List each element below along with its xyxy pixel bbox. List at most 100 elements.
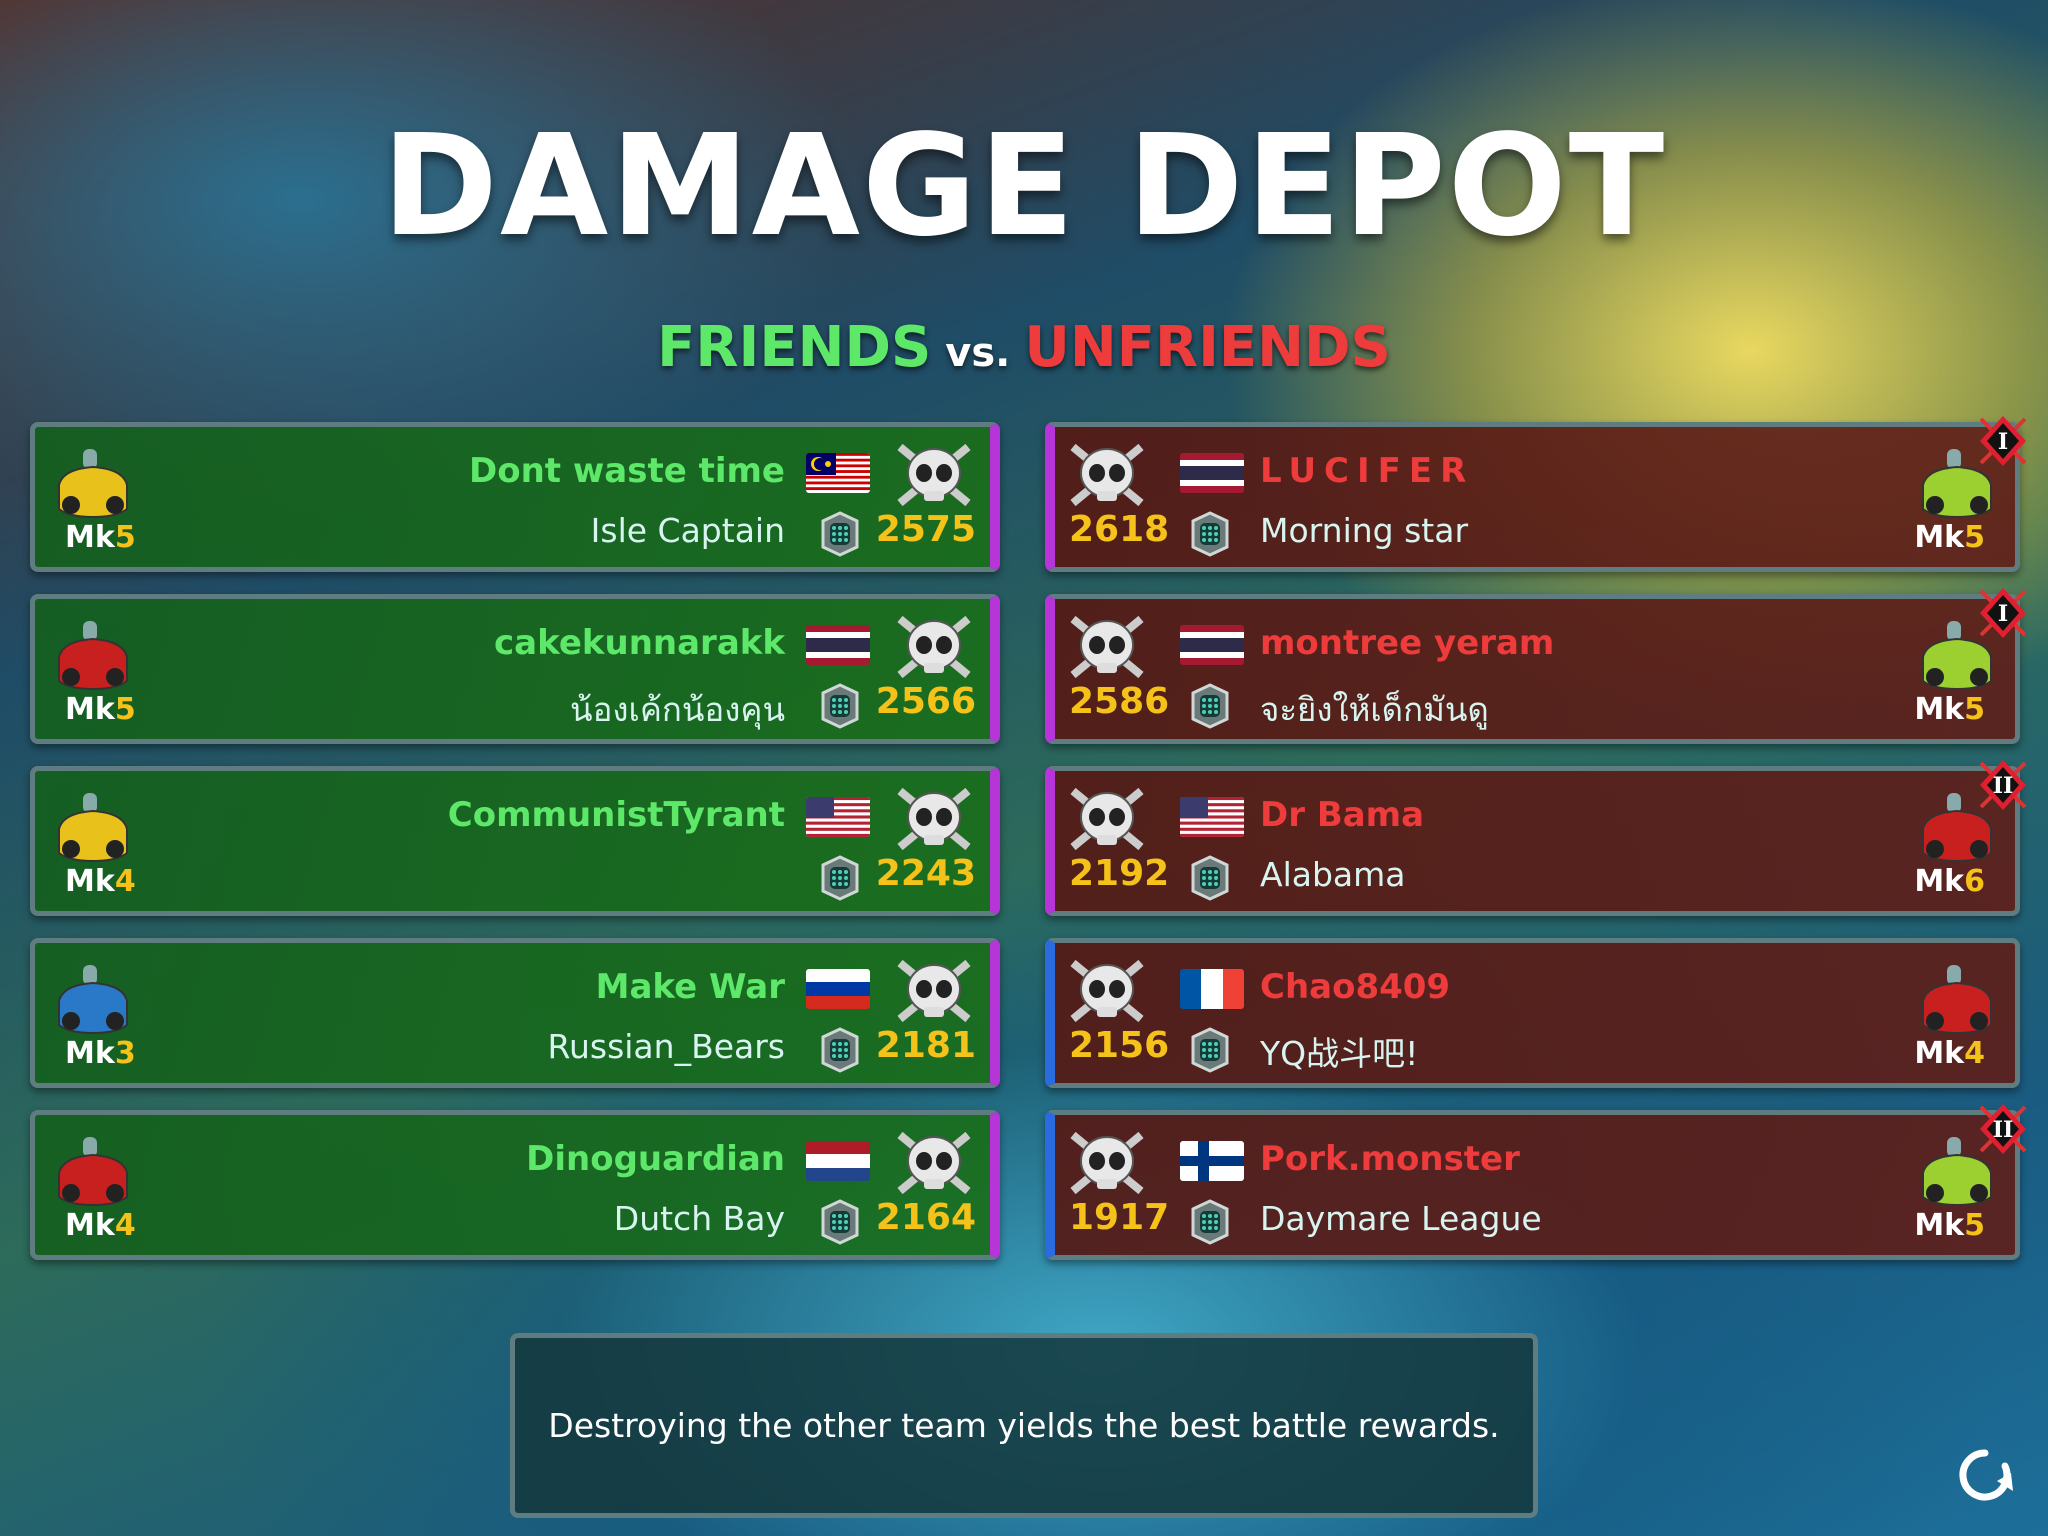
unfriend-player-row[interactable]: Mk5 montree yeram จะยิงให้เด็กมันดู 2586…: [1045, 588, 2027, 744]
clan-name: จะยิงให้เด็กมันดู: [1260, 690, 1489, 729]
player-name: Make War: [595, 967, 785, 1007]
clan-name: Morning star: [1260, 511, 1469, 550]
skull-crossbones-icon: [1065, 1127, 1149, 1197]
vehicle-icon: [1917, 617, 1997, 697]
finland-flag-icon: [1180, 1141, 1244, 1181]
clan-name: YQ战斗吧!: [1260, 1034, 1419, 1073]
russia-flag-icon: [806, 969, 870, 1009]
vehicle-icon: [53, 445, 133, 525]
tip-box: Destroying the other team yields the bes…: [510, 1333, 1538, 1518]
player-name: Dinoguardian: [526, 1139, 785, 1179]
vehicle-icon: [1917, 961, 1997, 1041]
rank-badge-icon: I: [1975, 585, 2031, 641]
clan-badge-icon: [820, 1199, 860, 1245]
clan-badge-icon: [820, 511, 860, 557]
mk-level: Mk4: [1914, 1036, 1985, 1071]
skull-crossbones-icon: [892, 783, 976, 853]
skull-crossbones-icon: [1065, 955, 1149, 1025]
clan-badge-icon: [1190, 511, 1230, 557]
vehicle-icon: [53, 789, 133, 869]
refresh-icon[interactable]: [1955, 1445, 2015, 1505]
player-score: 1917: [1069, 1197, 1170, 1238]
rank-badge-icon: I: [1975, 413, 2031, 469]
skull-crossbones-icon: [1065, 439, 1149, 509]
mk-level: Mk5: [1914, 692, 1985, 727]
unfriend-player-row[interactable]: Mk5 LUCIFER Morning star 2618 I: [1045, 416, 2027, 572]
rank-badge-icon: II: [1975, 757, 2031, 813]
unfriend-player-row[interactable]: Mk6 Dr Bama Alabama 2192 II: [1045, 760, 2027, 916]
clan-name: Dutch Bay: [613, 1199, 785, 1238]
mk-level: Mk3: [65, 1036, 136, 1071]
clan-badge-icon: [1190, 855, 1230, 901]
player-score: 2586: [1069, 681, 1170, 722]
svg-text:II: II: [1993, 773, 2014, 799]
france-flag-icon: [1180, 969, 1244, 1009]
mk-level: Mk4: [65, 864, 136, 899]
vehicle-icon: [53, 961, 133, 1041]
unfriends-label: UNFRIENDS: [1024, 315, 1391, 380]
player-score: 2156: [1069, 1025, 1170, 1066]
clan-badge-icon: [820, 683, 860, 729]
friend-player-row[interactable]: Mk4 Dinoguardian Dutch Bay 2164: [30, 1110, 1000, 1260]
clan-name: Isle Captain: [590, 511, 785, 550]
clan-name: Daymare League: [1260, 1199, 1542, 1238]
friend-player-row[interactable]: Mk5 Dont waste time Isle Captain 2575: [30, 422, 1000, 572]
player-score: 2566: [875, 681, 976, 722]
netherlands-flag-icon: [806, 1141, 870, 1181]
player-name: Dont waste time: [468, 451, 785, 491]
player-name: montree yeram: [1260, 623, 1555, 663]
skull-crossbones-icon: [1065, 783, 1149, 853]
skull-crossbones-icon: [1065, 611, 1149, 681]
friend-player-row[interactable]: Mk4 CommunistTyrant 2243: [30, 766, 1000, 916]
clan-badge-icon: [1190, 683, 1230, 729]
friend-player-row[interactable]: Mk5 cakekunnarakk น้องเค้กน้องคุน 2566: [30, 594, 1000, 744]
malaysia-flag-icon: [806, 453, 870, 493]
player-name: LUCIFER: [1260, 451, 1475, 491]
clan-name: น้องเค้กน้องคุน: [570, 690, 785, 729]
skull-crossbones-icon: [892, 1127, 976, 1197]
friend-player-row[interactable]: Mk3 Make War Russian_Bears 2181: [30, 938, 1000, 1088]
thailand-flag-icon: [1180, 453, 1244, 493]
clan-badge-icon: [1190, 1199, 1230, 1245]
unfriend-player-row[interactable]: Mk5 Pork.monster Daymare League 1917 II: [1045, 1104, 2027, 1260]
tip-text: Destroying the other team yields the bes…: [548, 1406, 1500, 1445]
mk-level: Mk5: [65, 520, 136, 555]
friends-label: FRIENDS: [657, 315, 932, 380]
clan-badge-icon: [1190, 1027, 1230, 1073]
vehicle-icon: [53, 1133, 133, 1213]
mk-level: Mk4: [65, 1208, 136, 1243]
player-name: Pork.monster: [1260, 1139, 1520, 1179]
player-score: 2575: [875, 509, 976, 550]
vehicle-icon: [1917, 1133, 1997, 1213]
clan-badge-icon: [820, 855, 860, 901]
player-name: Dr Bama: [1260, 795, 1425, 835]
team-subtitle: FRIENDS vs. UNFRIENDS: [0, 315, 2048, 380]
skull-crossbones-icon: [892, 439, 976, 509]
rank-badge-icon: II: [1975, 1101, 2031, 1157]
clan-name: Russian_Bears: [547, 1027, 785, 1066]
skull-crossbones-icon: [892, 955, 976, 1025]
svg-text:I: I: [1998, 429, 2008, 455]
player-score: 2618: [1069, 509, 1170, 550]
mk-level: Mk5: [65, 692, 136, 727]
player-name: Chao8409: [1260, 967, 1451, 1007]
svg-text:I: I: [1998, 601, 2008, 627]
page-title: DAMAGE DEPOT: [381, 105, 1667, 268]
player-name: cakekunnarakk: [494, 623, 785, 663]
mk-level: Mk5: [1914, 520, 1985, 555]
mk-level: Mk6: [1914, 864, 1985, 899]
thailand-flag-icon: [806, 625, 870, 665]
unfriend-player-row[interactable]: Mk4 Chao8409 YQ战斗吧! 2156: [1045, 938, 2020, 1088]
usa-flag-icon: [1180, 797, 1244, 837]
vehicle-icon: [53, 617, 133, 697]
clan-badge-icon: [820, 1027, 860, 1073]
thailand-flag-icon: [1180, 625, 1244, 665]
player-score: 2192: [1069, 853, 1170, 894]
skull-crossbones-icon: [892, 611, 976, 681]
svg-text:II: II: [1993, 1117, 2014, 1143]
vs-label: vs.: [945, 330, 1011, 376]
mk-level: Mk5: [1914, 1208, 1985, 1243]
vehicle-icon: [1917, 789, 1997, 869]
vehicle-icon: [1917, 445, 1997, 525]
player-score: 2243: [875, 853, 976, 894]
